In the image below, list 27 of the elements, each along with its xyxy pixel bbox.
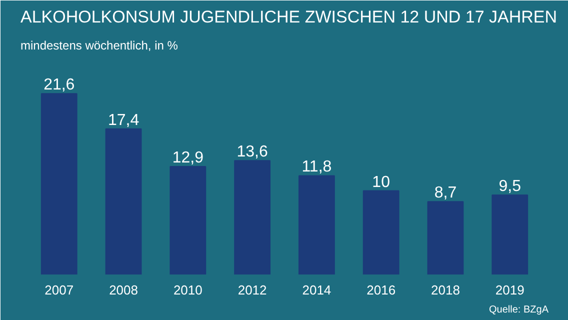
bar bbox=[170, 166, 206, 274]
x-tick-label: 2019 bbox=[495, 282, 524, 298]
data-label: 21,6 bbox=[44, 76, 75, 94]
data-label: 9,5 bbox=[498, 178, 522, 195]
data-label: 12,9 bbox=[172, 150, 204, 166]
chart-subtitle: mindestens wöchentlich, in % bbox=[20, 38, 178, 52]
bar bbox=[234, 160, 271, 274]
bar bbox=[105, 128, 142, 274]
chart-title: ALKOHOLKONSUM JUGENDLICHE ZWISCHEN 12 UND 17 JAHREN bbox=[20, 8, 558, 26]
x-tick-label: 2010 bbox=[173, 282, 202, 298]
bar bbox=[492, 194, 528, 274]
x-tick-label: 2007 bbox=[44, 282, 74, 298]
data-label: 13,6 bbox=[236, 144, 268, 161]
x-tick-label: 2008 bbox=[109, 282, 138, 298]
bar bbox=[40, 93, 78, 274]
x-tick-label: 2012 bbox=[238, 282, 267, 298]
data-label: 11,8 bbox=[302, 158, 332, 176]
bar bbox=[298, 175, 335, 274]
data-label: 8,7 bbox=[434, 184, 457, 202]
x-tick-label: 2016 bbox=[366, 282, 396, 298]
x-tick-label: 2014 bbox=[302, 282, 332, 298]
bar bbox=[427, 201, 464, 274]
source-note: Quelle: BZgA bbox=[489, 304, 549, 316]
bar bbox=[362, 190, 400, 274]
data-label: 10 bbox=[372, 174, 390, 191]
data-label: 17,4 bbox=[108, 112, 140, 129]
x-tick-label: 2018 bbox=[431, 282, 460, 298]
